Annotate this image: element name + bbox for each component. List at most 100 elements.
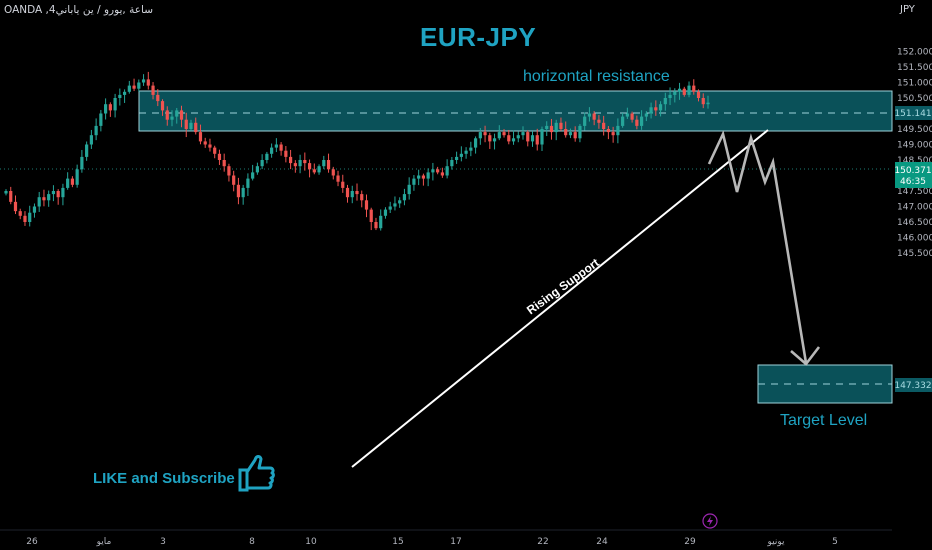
resistance-label: horizontal resistance bbox=[523, 68, 670, 85]
price-tick-label: 149.000 bbox=[897, 141, 932, 151]
candle-body bbox=[47, 194, 51, 201]
candle-body bbox=[227, 166, 231, 176]
candle-body bbox=[488, 135, 492, 142]
symbol-header[interactable]: OANDA ,4ساعة ,يورو / ين ياباني bbox=[4, 4, 154, 16]
candle-body bbox=[184, 119, 188, 129]
projection-arrowhead bbox=[790, 346, 821, 366]
candle-body bbox=[137, 82, 141, 89]
time-tick-label: 24 bbox=[596, 537, 608, 547]
candle-body bbox=[497, 132, 501, 139]
current-price-text: 150.371 bbox=[894, 166, 931, 176]
candle-body bbox=[602, 122, 606, 129]
candle-body bbox=[630, 113, 634, 120]
candle-body bbox=[692, 85, 696, 92]
candle-body bbox=[696, 91, 701, 98]
price-tick-label: 149.500 bbox=[897, 125, 932, 135]
candle-body bbox=[56, 191, 60, 198]
current-price-badge bbox=[895, 162, 932, 188]
like-subscribe-text: LIKE and Subscribe bbox=[93, 470, 235, 487]
candle-body bbox=[398, 200, 402, 204]
candle-body bbox=[341, 181, 345, 188]
candle-body bbox=[535, 135, 539, 145]
candle-body bbox=[331, 169, 335, 176]
candle-body bbox=[61, 187, 65, 198]
candle-body bbox=[606, 129, 610, 133]
time-axis-ticks: 26 مايو 3 8 10 15 17 22 24 29 يونيو 5 bbox=[26, 537, 838, 547]
candle-body bbox=[170, 116, 174, 120]
candle-body bbox=[89, 135, 93, 145]
candle-body bbox=[108, 104, 112, 111]
candle-body bbox=[23, 215, 27, 222]
candle-body bbox=[189, 122, 193, 129]
candle-body bbox=[265, 153, 269, 160]
candle-body bbox=[483, 132, 487, 136]
price-tick-label: 150.500 bbox=[897, 94, 932, 104]
candle-body bbox=[478, 132, 482, 139]
candle-series bbox=[4, 71, 710, 231]
target-label: Target Level bbox=[780, 412, 868, 429]
candle-body bbox=[635, 119, 639, 126]
candle-body bbox=[573, 132, 577, 139]
resistance-price-text: 151.141 bbox=[894, 109, 931, 119]
candle-body bbox=[540, 129, 544, 145]
resistance-price-badge bbox=[895, 106, 932, 120]
candle-body bbox=[288, 156, 293, 164]
lightning-icon[interactable] bbox=[702, 513, 718, 529]
candle-body bbox=[198, 132, 203, 142]
candle-body bbox=[516, 135, 520, 139]
candle-body bbox=[469, 147, 473, 151]
candle-body bbox=[118, 94, 122, 98]
countdown-text: 46:35 bbox=[900, 177, 926, 187]
candle-body bbox=[388, 206, 392, 210]
price-tick-label: 148.500 bbox=[897, 156, 932, 166]
candle-body bbox=[9, 191, 13, 202]
candle-body bbox=[445, 166, 449, 176]
candle-body bbox=[597, 119, 601, 123]
candle-body bbox=[673, 91, 677, 95]
candle-body bbox=[75, 169, 79, 185]
candle-body bbox=[80, 156, 84, 170]
candle-body bbox=[616, 125, 620, 136]
candle-body bbox=[677, 88, 682, 92]
resistance-zone[interactable] bbox=[138, 90, 893, 132]
candle-body bbox=[122, 91, 127, 95]
candle-body bbox=[345, 187, 350, 198]
price-tick-label: 146.500 bbox=[897, 218, 932, 228]
candle-body bbox=[464, 150, 468, 154]
candle-body bbox=[568, 132, 573, 136]
candle-body bbox=[241, 187, 245, 198]
target-price-text: 147.332 bbox=[894, 381, 931, 391]
time-tick-label: مايو bbox=[96, 537, 112, 547]
candle-body bbox=[521, 132, 525, 136]
candle-body bbox=[374, 222, 378, 229]
projection-path[interactable] bbox=[707, 130, 808, 364]
time-tick-label: 22 bbox=[537, 537, 548, 547]
candle-body bbox=[592, 113, 596, 120]
candle-body bbox=[104, 104, 108, 114]
candle-body bbox=[317, 166, 321, 173]
price-tick-label: 152.000 bbox=[897, 48, 932, 58]
candle-body bbox=[654, 107, 658, 111]
candle-body bbox=[213, 147, 217, 154]
candle-body bbox=[146, 79, 150, 86]
candle-body bbox=[251, 172, 255, 179]
candle-body bbox=[687, 85, 691, 95]
candle-body bbox=[639, 116, 644, 126]
time-tick-label: 8 bbox=[249, 537, 255, 547]
candle-body bbox=[274, 144, 278, 148]
candle-body bbox=[156, 94, 160, 102]
candle-body bbox=[559, 122, 563, 129]
price-tick-label: 151.500 bbox=[897, 63, 932, 73]
price-tick-label: 145.500 bbox=[897, 249, 932, 259]
candle-body bbox=[293, 163, 297, 167]
candle-body bbox=[450, 160, 454, 167]
candle-body bbox=[336, 175, 340, 182]
candle-body bbox=[94, 125, 98, 136]
candle-body bbox=[4, 191, 8, 194]
rising-support-line[interactable] bbox=[351, 129, 769, 468]
candle-body bbox=[407, 184, 411, 195]
candle-body bbox=[545, 125, 549, 129]
candle-body bbox=[649, 107, 653, 114]
candle-body bbox=[455, 156, 459, 160]
